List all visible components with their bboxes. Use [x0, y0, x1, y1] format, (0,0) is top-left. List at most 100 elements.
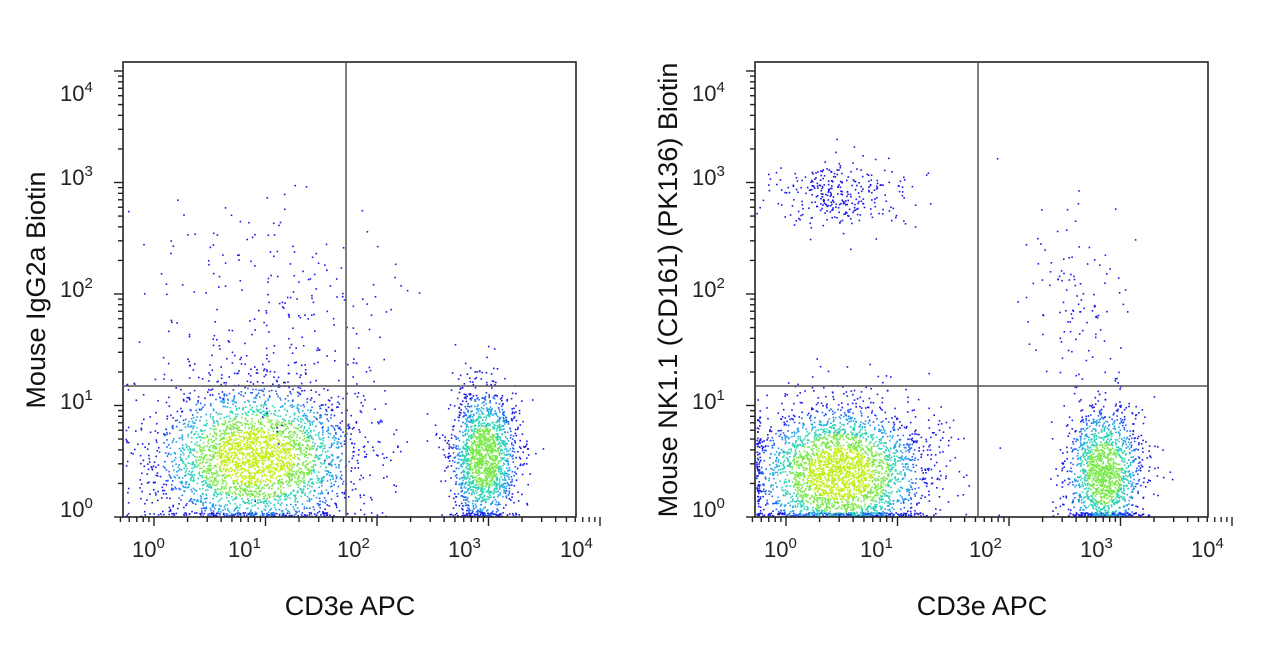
left-event-point: [280, 466, 282, 469]
left-event-point: [246, 439, 249, 441]
left-event-point: [199, 488, 201, 490]
left-event-point: [484, 454, 487, 457]
left-event-point: [483, 416, 485, 419]
left-event-point: [234, 472, 236, 475]
left-event-point: [216, 512, 218, 515]
left-event-point: [476, 418, 478, 420]
left-event-point: [462, 415, 464, 418]
left-event-point: [279, 415, 282, 418]
left-event-point: [330, 417, 332, 419]
left-event-point: [324, 444, 326, 447]
left-event-point: [493, 488, 495, 491]
left-event-point: [241, 484, 243, 486]
left-event-point: [171, 465, 174, 467]
left-event-point: [379, 419, 382, 422]
left-event-point: [199, 467, 201, 470]
left-event-point: [500, 469, 502, 472]
left-event-point: [163, 483, 165, 486]
left-event-point: [282, 467, 285, 470]
left-event-point: [474, 506, 477, 509]
left-event-point: [216, 463, 219, 465]
left-event-point: [233, 509, 235, 512]
left-event-point: [220, 493, 223, 496]
left-event-point: [249, 408, 252, 411]
left-event-point: [340, 442, 342, 445]
left-event-point: [498, 482, 501, 484]
left-event-point: [258, 471, 260, 474]
left-event-point: [467, 497, 469, 499]
left-event-point: [338, 466, 340, 469]
left-event-point: [462, 495, 464, 498]
left-event-point: [483, 479, 485, 482]
left-event-point: [325, 489, 328, 491]
left-event-point: [253, 453, 255, 456]
left-event-point: [472, 448, 475, 451]
left-event-point: [230, 439, 233, 441]
left-event-point: [237, 483, 239, 485]
left-event-point: [238, 426, 240, 429]
left-event-point: [195, 490, 198, 492]
left-event-point: [232, 451, 235, 454]
left-event-point: [496, 439, 498, 442]
left-event-point: [263, 462, 265, 464]
left-event-point: [245, 414, 248, 416]
left-event-point: [233, 372, 236, 375]
left-event-point: [351, 489, 354, 491]
left-event-point: [237, 462, 239, 465]
left-event-point: [451, 372, 454, 374]
left-event-point: [185, 446, 188, 449]
left-event-point: [234, 513, 236, 516]
left-event-point: [338, 463, 340, 466]
left-event-point: [483, 485, 485, 487]
left-event-point: [374, 408, 376, 410]
left-event-point: [207, 478, 210, 480]
left-event-point: [236, 467, 239, 469]
left-event-point: [261, 510, 263, 512]
left-event-point: [307, 473, 310, 476]
left-event-point: [468, 487, 471, 490]
left-event-point: [257, 469, 260, 472]
left-event-point: [184, 463, 186, 465]
left-event-point: [464, 447, 466, 450]
left-event-point: [515, 419, 518, 422]
left-event-point: [489, 483, 491, 486]
left-event-point: [306, 430, 309, 432]
left-event-point: [447, 465, 449, 468]
left-event-point: [337, 406, 339, 408]
left-event-point: [263, 469, 265, 472]
left-event-point: [473, 491, 475, 494]
left-event-point: [274, 410, 277, 413]
left-event-point: [501, 433, 503, 436]
left-event-point: [514, 428, 517, 431]
left-event-point: [470, 399, 473, 401]
left-event-point: [448, 460, 451, 462]
left-event-point: [492, 427, 495, 430]
left-event-point: [230, 438, 233, 440]
left-event-point: [473, 414, 475, 417]
left-event-point: [220, 377, 223, 380]
left-event-point: [480, 406, 483, 409]
left-event-point: [463, 454, 465, 457]
left-event-point: [326, 504, 329, 506]
left-event-point: [503, 490, 506, 493]
left-event-point: [155, 466, 157, 468]
left-event-point: [267, 457, 270, 459]
left-event-point: [151, 501, 153, 504]
left-event-point: [467, 426, 469, 428]
left-event-point: [242, 454, 245, 456]
left-event-point: [336, 475, 338, 478]
left-event-point: [217, 451, 219, 454]
left-event-point: [282, 487, 285, 489]
left-event-point: [180, 449, 182, 452]
left-event-point: [278, 455, 280, 457]
left-event-point: [490, 409, 493, 411]
left-event-point: [497, 415, 499, 418]
left-event-point: [503, 486, 506, 488]
left-event-point: [476, 462, 479, 465]
left-event-point: [260, 421, 263, 423]
left-event-point: [228, 447, 230, 449]
left-event-point: [481, 498, 484, 500]
left-event-point: [471, 448, 473, 450]
left-event-point: [312, 482, 314, 485]
left-event-point: [203, 470, 206, 473]
